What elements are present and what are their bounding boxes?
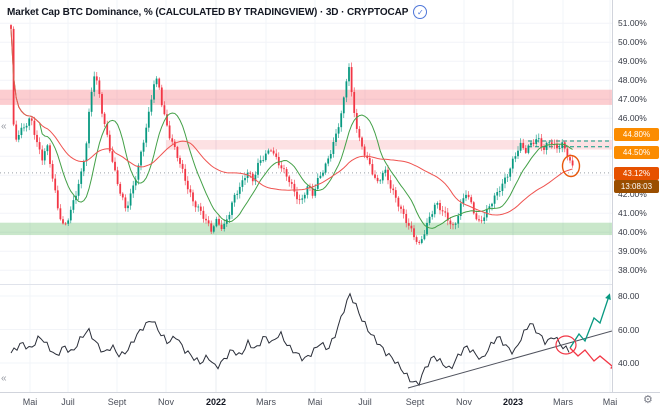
price-axis-label: 42.00% — [618, 189, 647, 200]
time-axis-label: Sept — [107, 397, 127, 407]
time-axis-label: Mars — [553, 397, 573, 407]
price-axis-label: 49.00% — [618, 56, 647, 67]
projection-arrow-up[interactable] — [569, 298, 609, 349]
last-price-badge[interactable]: 43.12% — [614, 166, 659, 180]
verified-check-icon: ✓ — [413, 5, 428, 19]
collapse-pane-icon[interactable]: « — [1, 373, 7, 384]
price-zones[interactable] — [0, 89, 612, 236]
price-axis-label: 46.00% — [618, 113, 647, 124]
time-axis[interactable]: Mai Juil Sept Nov 2022 Mars Mai Juil Sept Nov 2023… — [0, 392, 660, 412]
support-lower-zone — [0, 222, 612, 236]
time-axis-label: Juil — [358, 397, 372, 407]
price-axis-label: 38.00% — [618, 265, 647, 276]
price-chart-svg[interactable] — [0, 0, 612, 392]
time-axis-label: Mai — [22, 397, 38, 407]
indicator-trendline[interactable] — [407, 330, 612, 389]
price-axis-label: 47.00% — [618, 94, 647, 105]
time-axis-label: Juil — [61, 397, 75, 407]
indicator-line — [10, 292, 570, 387]
time-axis-label: Nov — [157, 397, 175, 407]
grid-lines — [0, 0, 612, 392]
highlight-circle-indicator[interactable] — [555, 335, 577, 355]
time-axis-label: Mai — [307, 397, 323, 407]
projection-arrow-down[interactable] — [569, 347, 612, 367]
alert-price-badge[interactable]: 44.50% — [614, 145, 659, 159]
time-axis-label: Nov — [455, 397, 473, 407]
price-axis-label: 51.00% — [618, 18, 647, 29]
price-axis-label: 40.00% — [618, 227, 647, 238]
collapse-left-icon[interactable]: « — [1, 121, 7, 132]
countdown-badge: 13:08:03 — [614, 179, 659, 193]
projection-arrow-down-head — [610, 366, 612, 369]
pane-separator[interactable] — [0, 284, 660, 285]
price-axis[interactable]: 51.00%50.00%49.00%48.00%47.00%46.00%45.0… — [612, 0, 660, 392]
price-axis-label: 50.00% — [618, 37, 647, 48]
resistance-mid-zone — [166, 140, 612, 150]
symbol-legend-text[interactable]: Market Cap BTC Dominance, % (CALCULATED … — [7, 6, 409, 18]
time-axis-label: 2023 — [502, 397, 524, 407]
indicator-axis-label: 60.00 — [618, 324, 640, 335]
projection-arrow-up-head — [605, 293, 611, 300]
highlight-circle-main[interactable] — [561, 154, 581, 178]
symbol-legend[interactable]: Market Cap BTC Dominance, % (CALCULATED … — [7, 5, 428, 19]
time-axis-label: Mai — [602, 397, 618, 407]
resistance-upper-zone — [0, 89, 612, 105]
alert-price-badge[interactable]: 44.80% — [614, 128, 659, 141]
time-axis-label: Mars — [256, 397, 276, 407]
ma-slow-line — [10, 28, 573, 216]
price-axis-label: 39.00% — [618, 246, 647, 257]
indicator-axis-label: 40.00 — [618, 358, 640, 368]
chart-canvas[interactable] — [0, 0, 612, 392]
axis-settings-gear-icon[interactable]: ⚙ — [643, 394, 653, 406]
price-axis-label: 48.00% — [618, 75, 647, 86]
time-axis-label: 2022 — [205, 397, 227, 407]
price-axis-label: 41.00% — [618, 208, 647, 219]
time-axis-label: Sept — [405, 397, 425, 407]
candlestick-series — [10, 24, 574, 245]
indicator-axis-label: 80.00 — [618, 291, 640, 301]
ma-fast-line — [10, 28, 573, 229]
